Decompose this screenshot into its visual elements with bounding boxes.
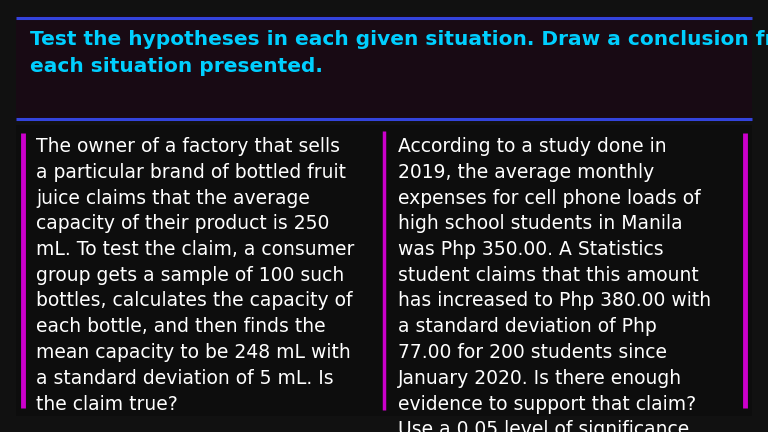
Text: Test the hypotheses in each given situation. Draw a conclusion from
each situati: Test the hypotheses in each given situat… [30, 30, 768, 76]
Text: According to a study done in
2019, the average monthly
expenses for cell phone l: According to a study done in 2019, the a… [398, 137, 711, 432]
Bar [16, 125, 752, 416]
Bar [16, 16, 752, 121]
Text: The owner of a factory that sells
a particular brand of bottled fruit
juice clai: The owner of a factory that sells a part… [36, 137, 354, 413]
